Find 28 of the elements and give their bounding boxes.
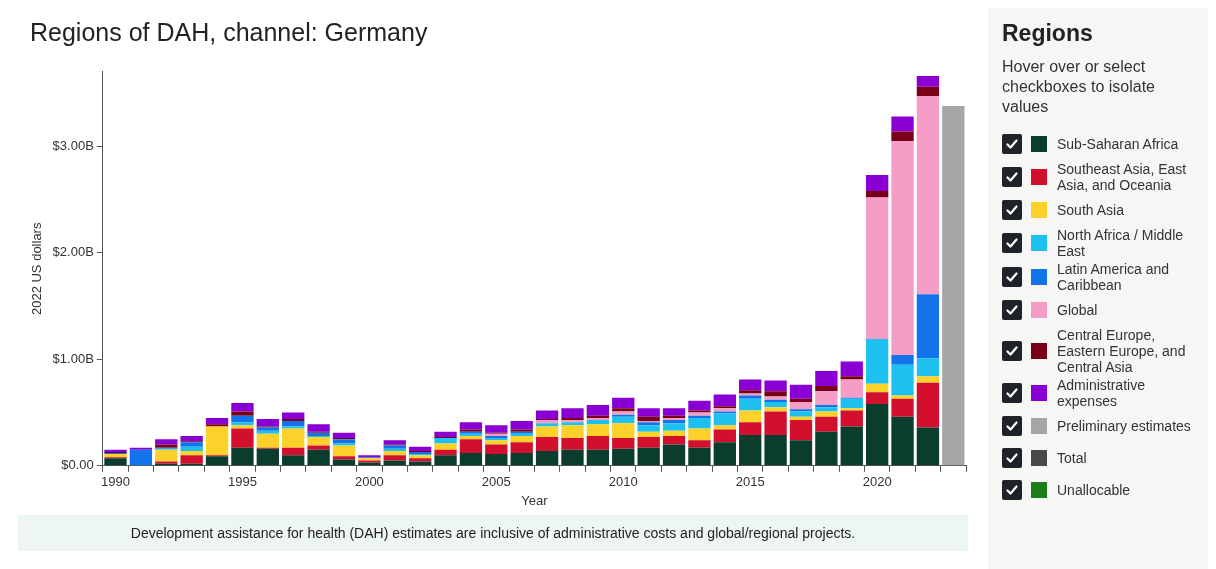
x-tick-label: 2005 <box>481 474 511 490</box>
legend-label: Southeast Asia, East Asia, and Oceania <box>1057 161 1188 193</box>
text: Hover over or select checkboxes to isolate values <box>1002 57 1156 117</box>
legend-label: Latin America and Caribbean <box>1057 261 1171 293</box>
legend-label: North Africa / Middle East <box>1057 227 1185 259</box>
legend-label: Administrative expenses <box>1057 377 1146 409</box>
y-axis-title: 2022 US dollars <box>29 222 45 316</box>
chart-title: Regions of DAH, channel: Germany <box>29 17 429 47</box>
x-tick-label: 1995 <box>227 474 257 490</box>
x-tick-label: 1990 <box>101 474 130 490</box>
legend-title: Regions <box>1002 20 1094 47</box>
legend-label: Central Europe, Eastern Europe, and Central Asia <box>1057 327 1187 375</box>
x-axis-title: Year <box>521 492 549 508</box>
y-tick-label: $1.00B <box>52 350 94 366</box>
legend-label: Sub-Saharan Africa <box>1057 136 1179 152</box>
x-tick-label: 2010 <box>608 474 638 490</box>
legend-label: Unallocable <box>1057 482 1131 498</box>
x-tick-label: 2015 <box>735 474 765 490</box>
x-tick-label: 2000 <box>354 474 384 490</box>
legend-label: Total <box>1057 450 1087 466</box>
x-tick-label: 2020 <box>862 474 892 490</box>
y-tick-label: $3.00B <box>52 137 94 153</box>
y-tick-label: $0.00 <box>61 457 94 473</box>
legend-label: Preliminary estimates <box>1057 418 1191 434</box>
text: Development assistance for health (DAH) estimates are inclusive of administrative costs and global/regional projects. <box>18 515 968 551</box>
legend-label: South Asia <box>1057 202 1124 218</box>
legend-label: Global <box>1057 302 1098 318</box>
y-tick-label: $2.00B <box>52 244 94 260</box>
